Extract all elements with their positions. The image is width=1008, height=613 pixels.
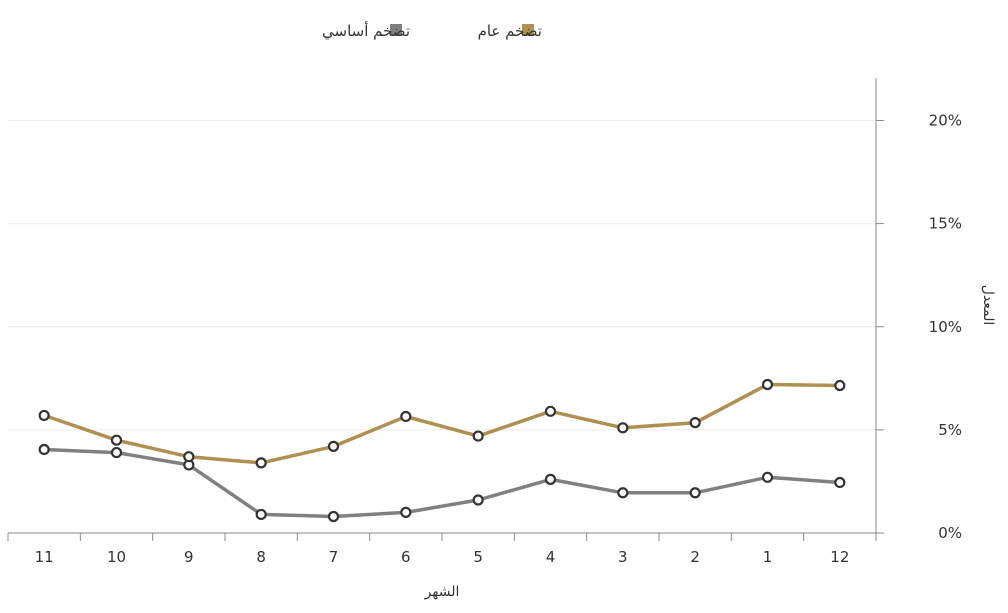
data-point-s0-6 — [400, 410, 412, 423]
data-point-s1-6 — [400, 506, 412, 518]
data-point-s1-8 — [255, 508, 267, 521]
series-line-0 — [42, 382, 842, 465]
data-point-s0-10 — [110, 434, 123, 446]
x-tick-label-5: 5 — [473, 548, 483, 566]
data-point-s1-10 — [110, 446, 123, 459]
x-tick-label-4: 4 — [546, 548, 556, 566]
x-axis-title: الشهر — [424, 584, 460, 600]
legend-swatch-headline-inflation — [522, 24, 534, 36]
legend-swatch-core-inflation — [390, 24, 402, 36]
legend-label-headline-inflation: تضخم عام — [478, 22, 542, 40]
x-tick-label-6: 6 — [401, 548, 411, 566]
data-point-s1-4 — [544, 473, 557, 485]
data-point-s0-4 — [544, 405, 557, 417]
x-tick-label-11: 11 — [35, 548, 54, 566]
legend: تضخم أساسي تضخم عام — [322, 21, 542, 41]
y-axis-title: المعدل — [980, 285, 996, 326]
x-tick-label-10: 10 — [107, 548, 126, 566]
data-point-s0-3 — [617, 422, 629, 434]
y-tick-label-20: 20% — [929, 112, 962, 130]
data-point-s1-11 — [38, 443, 50, 456]
data-point-s0-7 — [327, 440, 340, 452]
x-tick-label-2: 2 — [690, 548, 700, 566]
data-point-s1-2 — [689, 487, 701, 499]
axes — [7, 78, 884, 541]
x-tick-label-12: 12 — [830, 548, 849, 566]
y-tick-label-5: 5% — [938, 421, 962, 439]
data-point-s0-11 — [38, 409, 50, 422]
data-point-s1-5 — [472, 494, 484, 506]
series-lines — [42, 382, 842, 519]
data-point-s1-7 — [327, 510, 340, 523]
gridlines — [8, 120, 876, 431]
data-point-s0-2 — [689, 417, 701, 429]
x-tick-label-3: 3 — [618, 548, 628, 566]
data-point-s0-9 — [183, 451, 195, 463]
data-point-s0-8 — [255, 457, 267, 469]
data-point-s0-5 — [472, 430, 484, 442]
x-tick-label-1: 1 — [763, 548, 773, 566]
series-points — [38, 378, 846, 523]
y-tick-label-15: 15% — [929, 215, 962, 233]
series-line-1 — [42, 447, 842, 519]
x-tick-labels: 11 10 9 8 7 6 5 4 3 2 1 12 — [35, 548, 850, 566]
y-tick-label-10: 10% — [929, 318, 962, 336]
y-tick-label-0: 0% — [938, 524, 962, 542]
legend-label-core-inflation: تضخم أساسي — [322, 21, 410, 41]
data-point-s1-12 — [834, 476, 846, 489]
y-tick-labels: 0% 5% 10% 15% 20% — [929, 112, 962, 543]
data-point-s0-12 — [834, 379, 846, 392]
data-point-s0-1 — [761, 378, 774, 391]
data-point-s1-1 — [761, 471, 774, 483]
x-tick-label-9: 9 — [184, 548, 194, 566]
data-point-s1-3 — [617, 487, 629, 499]
x-tick-label-8: 8 — [256, 548, 266, 566]
x-tick-label-7: 7 — [329, 548, 339, 566]
